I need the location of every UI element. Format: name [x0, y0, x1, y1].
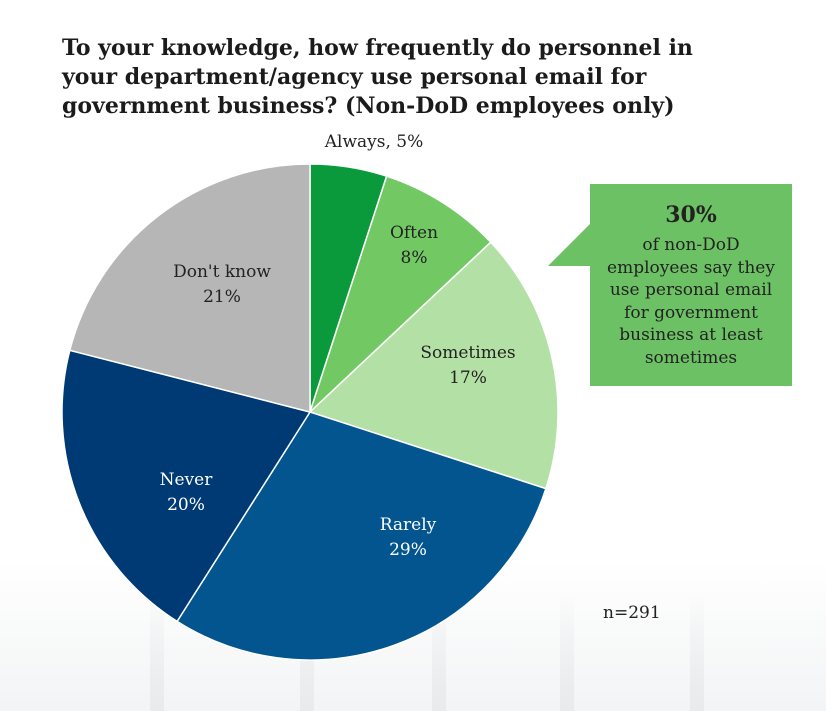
callout-pointer	[548, 222, 592, 266]
slice-label-often: Often 8%	[390, 223, 438, 268]
pie-slice-sometimes	[308, 241, 559, 490]
pie-slice-often	[309, 175, 492, 413]
callout-percent: 30%	[665, 202, 717, 228]
pie-slice-don-t-know	[68, 163, 311, 413]
slice-label-rarely: Rarely 29%	[380, 515, 437, 560]
slice-label-always: Always, 5%	[324, 132, 424, 152]
slice-label-don-t-know: Don't know 21%	[173, 262, 271, 307]
slice-label-never: Never 20%	[160, 470, 214, 515]
chart-title: To your knowledge, how frequently do per…	[62, 35, 693, 119]
pie-slice-never	[61, 349, 312, 623]
slice-label-sometimes: Sometimes 17%	[420, 343, 515, 388]
sample-size-label: n=291	[603, 603, 661, 623]
callout-text: of non-DoD employees say they use person…	[607, 235, 775, 368]
pie-slice-rarely	[176, 411, 547, 661]
callout-box: 30% of non-DoD employees say they use pe…	[590, 184, 792, 386]
